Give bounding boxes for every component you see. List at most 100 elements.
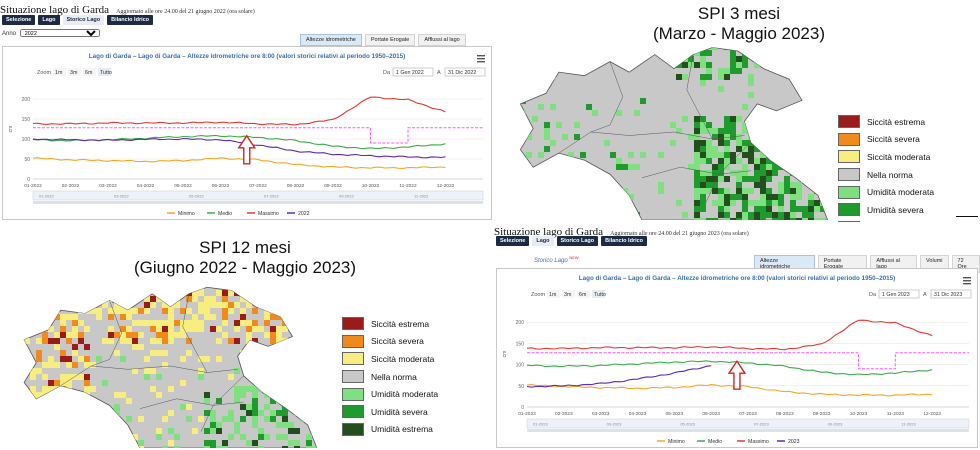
map-cell bbox=[802, 176, 808, 182]
anno-select[interactable]: 2022 bbox=[19, 29, 100, 37]
map-cell bbox=[108, 422, 114, 428]
map-cell bbox=[550, 140, 556, 146]
garda-title: Situazione lago di Garda bbox=[0, 4, 110, 16]
map-cell bbox=[616, 218, 622, 220]
legend-swatch bbox=[342, 317, 364, 331]
tab-selezione-2023[interactable]: Selezione bbox=[496, 236, 530, 246]
legend-swatch bbox=[838, 203, 860, 217]
x-tick-label: 02-2023 bbox=[555, 411, 573, 417]
subtab-afflussi[interactable]: Afflussi al lago bbox=[418, 34, 466, 46]
tab-bilancio-idrico-2023[interactable]: Bilancio Idrico bbox=[601, 236, 648, 246]
scrollbar[interactable] bbox=[33, 201, 483, 204]
zoom-button-bg[interactable] bbox=[562, 290, 575, 298]
map-cell bbox=[78, 287, 84, 290]
map-cell bbox=[90, 386, 96, 392]
legend-entry[interactable]: Minimo bbox=[178, 211, 195, 217]
legend-label: Nella norma bbox=[371, 371, 417, 382]
map-cell bbox=[736, 158, 742, 164]
map-cell bbox=[162, 338, 168, 344]
zoom-button[interactable]: 3m bbox=[70, 70, 78, 76]
tab-bilancio-idrico[interactable]: Bilancio Idrico bbox=[107, 15, 154, 25]
map-cell bbox=[72, 332, 78, 338]
hamburger-menu-icon[interactable] bbox=[963, 277, 971, 285]
tab-lago[interactable]: Lago bbox=[38, 15, 60, 25]
map-cell bbox=[150, 386, 156, 392]
tab-lago-2023[interactable]: Lago bbox=[532, 236, 554, 246]
map-cell bbox=[796, 122, 802, 128]
map-cell bbox=[700, 122, 706, 128]
map-cell bbox=[778, 134, 784, 140]
hamburger-menu-icon[interactable] bbox=[477, 55, 485, 63]
legend-entry[interactable]: Minimo bbox=[668, 439, 685, 445]
zoom-button[interactable]: 1m bbox=[549, 292, 557, 298]
map-cell bbox=[712, 47, 718, 50]
zoom-button[interactable]: 6m bbox=[579, 292, 587, 298]
map-cell bbox=[66, 374, 72, 380]
legend-entry[interactable]: 2022 bbox=[298, 211, 310, 217]
map-cell bbox=[240, 392, 246, 398]
map-cell bbox=[42, 287, 48, 290]
date-from-box[interactable] bbox=[392, 67, 434, 77]
tab-selezione[interactable]: Selezione bbox=[2, 15, 36, 25]
zoom-button[interactable]: 6m bbox=[85, 70, 93, 76]
legend-entry[interactable]: Massimo bbox=[748, 439, 769, 445]
map-cell bbox=[78, 428, 84, 434]
navigator[interactable] bbox=[526, 418, 970, 429]
storico-lago-link[interactable]: Storico Lago bbox=[534, 258, 568, 264]
tab-storico-lago-2023[interactable]: Storico Lago bbox=[556, 236, 599, 246]
map-cell bbox=[550, 218, 556, 220]
map-cell bbox=[282, 332, 288, 338]
map-cell bbox=[48, 302, 54, 308]
date-to-box[interactable] bbox=[444, 67, 486, 77]
zoom-label: Zoom bbox=[531, 292, 545, 298]
map-cell bbox=[48, 338, 54, 344]
zoom-button-bg[interactable] bbox=[83, 68, 96, 76]
map-cell bbox=[84, 344, 90, 350]
map-cell bbox=[724, 176, 730, 182]
map-cell bbox=[60, 350, 66, 356]
zoom-button-bg[interactable] bbox=[53, 68, 66, 76]
map-cell bbox=[808, 128, 814, 134]
zoom-button-bg[interactable] bbox=[547, 290, 560, 298]
navigator[interactable] bbox=[32, 190, 484, 201]
scrollbar[interactable] bbox=[527, 429, 969, 432]
map-cell bbox=[766, 194, 772, 200]
legend-entry[interactable]: 2023 bbox=[788, 439, 800, 445]
map-cell bbox=[544, 122, 550, 128]
zoom-button-bg[interactable] bbox=[592, 290, 605, 298]
date-from-box[interactable] bbox=[878, 289, 920, 299]
map-cell bbox=[180, 290, 186, 296]
map-cell bbox=[778, 212, 784, 218]
map-cell bbox=[60, 296, 66, 302]
map-cell bbox=[126, 440, 132, 446]
legend-entry[interactable]: Massimo bbox=[258, 211, 279, 217]
zoom-button[interactable]: 1m bbox=[55, 70, 63, 76]
zoom-button-bg[interactable] bbox=[98, 68, 111, 76]
map-cell bbox=[30, 374, 36, 380]
map-cell bbox=[682, 50, 688, 56]
tab-storico-lago[interactable]: Storico Lago bbox=[62, 15, 105, 25]
subtab-portate[interactable]: Portate Erogate bbox=[364, 34, 416, 46]
map-cell bbox=[30, 308, 36, 314]
subtab-altezze[interactable]: Altezze idrometriche bbox=[300, 34, 362, 46]
legend-entry[interactable]: Medio bbox=[708, 439, 722, 445]
x-tick-label: 01-2022 bbox=[24, 183, 42, 189]
map-cell bbox=[24, 410, 30, 416]
map-cell bbox=[832, 164, 834, 170]
map-cell bbox=[234, 338, 240, 344]
legend-entry[interactable]: Medio bbox=[218, 211, 232, 217]
zoom-button[interactable]: Tutto bbox=[594, 292, 606, 298]
map-cell bbox=[688, 47, 694, 50]
map-cell bbox=[826, 116, 828, 122]
map-cell bbox=[102, 296, 108, 302]
zoom-button[interactable]: Tutto bbox=[100, 70, 112, 76]
map-cell bbox=[790, 146, 796, 152]
zoom-button[interactable]: 3m bbox=[564, 292, 572, 298]
zoom-button-bg[interactable] bbox=[577, 290, 590, 298]
map-cell bbox=[832, 122, 834, 128]
date-to-box[interactable] bbox=[930, 289, 972, 299]
map-cell bbox=[270, 326, 276, 332]
zoom-button-bg[interactable] bbox=[68, 68, 81, 76]
legend-swatch bbox=[342, 387, 364, 401]
map-cell bbox=[754, 116, 760, 122]
